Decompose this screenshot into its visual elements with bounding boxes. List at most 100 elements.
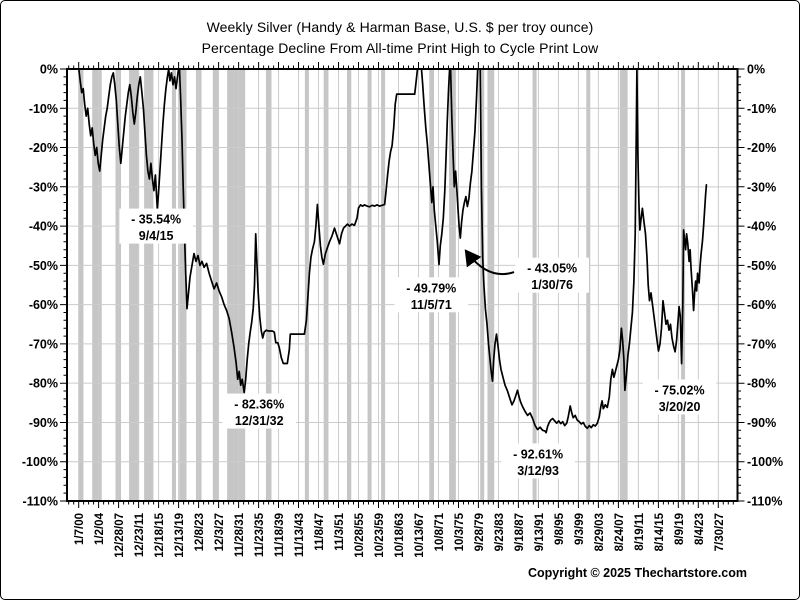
x-tick-label: 12/13/19 (174, 513, 186, 558)
x-tick-label: 10/28/55 (354, 512, 366, 557)
annotation-box (515, 257, 589, 293)
x-tick-label: 11/28/31 (234, 512, 246, 557)
y-tick-label-left: -100% (22, 455, 58, 469)
y-tick-label-left: -90% (29, 416, 58, 430)
annotation-date: 9/4/15 (139, 229, 174, 243)
annotation-box (501, 443, 575, 479)
annotation-date: 3/20/20 (659, 400, 701, 414)
x-tick-label: 10/23/59 (374, 513, 386, 558)
x-tick-label: 8/4/23 (694, 513, 706, 545)
y-tick-label-left: -20% (29, 141, 58, 155)
recession-band (619, 70, 628, 500)
y-tick-label-right: -100% (747, 455, 783, 469)
y-tick-label-right: -50% (747, 259, 776, 273)
x-tick-label: 10/18/63 (394, 513, 406, 558)
x-tick-label: 10/8/71 (434, 512, 446, 551)
y-tick-label-left: -110% (23, 495, 58, 509)
x-tick-label: 11/13/43 (294, 513, 306, 557)
chart-title-line2: Percentage Decline From All-time Print H… (201, 40, 599, 56)
recession-band (367, 70, 372, 500)
y-tick-label-right: -10% (747, 102, 776, 116)
annotation-value: - 82.36% (234, 398, 284, 412)
annotation-value: - 92.61% (513, 447, 563, 461)
recession-band (487, 70, 495, 500)
x-tick-label: 9/13/91 (534, 512, 546, 551)
annotation-date: 11/5/71 (411, 298, 452, 312)
x-tick-label: 12/3/27 (214, 513, 226, 551)
y-tick-label-left: -40% (29, 220, 58, 234)
x-tick-label: 9/18/87 (514, 513, 526, 551)
annotation-value: - 75.02% (655, 383, 705, 397)
annotation-box (222, 393, 297, 429)
y-tick-label-right: -90% (747, 416, 776, 430)
y-tick-label-left: -60% (29, 298, 58, 312)
recession-band (265, 70, 272, 500)
x-tick-label: 1/7/00 (74, 513, 86, 545)
y-tick-label-left: -80% (29, 377, 58, 391)
y-tick-label-left: -50% (29, 259, 58, 273)
annotation-box (394, 277, 469, 313)
x-tick-label: 12/28/07 (114, 513, 126, 558)
x-tick-label: 12/8/23 (194, 513, 206, 551)
annotation-box (119, 208, 193, 244)
y-tick-label-right: -20% (747, 141, 776, 155)
recession-band (171, 70, 176, 500)
x-tick-label: 11/23/35 (254, 512, 266, 557)
x-tick-label: 9/28/79 (474, 513, 486, 551)
recession-band (480, 70, 485, 500)
y-tick-label-left: -10% (29, 102, 58, 116)
recession-bands (78, 70, 686, 500)
annotation-date: 3/12/93 (517, 464, 559, 478)
series-line (78, 70, 708, 434)
x-tick-label: 9/3/99 (574, 513, 586, 545)
annotation-date: 1/30/76 (531, 278, 573, 292)
chart-title-line1: Weekly Silver (Handy & Harman Base, U.S.… (206, 19, 594, 35)
recession-band (129, 70, 140, 500)
copyright-text: Copyright © 2025 Thechartstore.com (528, 566, 747, 580)
y-tick-label-right: -70% (747, 337, 776, 351)
y-tick-label-right: -110% (747, 495, 782, 509)
x-tick-label: 11/3/51 (334, 512, 346, 550)
x-tick-label: 8/14/15 (654, 512, 666, 551)
annotation-box (642, 379, 717, 415)
x-tick-label: 8/24/07 (614, 513, 626, 551)
y-tick-label-left: -30% (29, 180, 58, 194)
y-axis-labels: 0% 0% -10% -10% -20% -20% -30% -30% -40% -40% -50%… (22, 63, 783, 509)
x-tick-label: 10/3/75 (454, 512, 466, 551)
series (78, 70, 708, 434)
y-tick-label-right: -60% (747, 298, 776, 312)
recession-band (144, 70, 154, 500)
x-tick-label: 7/30/27 (714, 513, 726, 551)
annotation-value: - 35.54% (131, 213, 181, 227)
x-tick-label: 12/18/15 (154, 512, 166, 557)
x-tick-label: 11/8/47 (314, 513, 326, 551)
y-tick-label-left: 0% (40, 63, 58, 77)
x-tick-label: 8/19/11 (634, 512, 646, 550)
y-tick-label-right: -30% (747, 180, 776, 194)
annotation-date: 12/31/32 (235, 414, 284, 428)
recession-band (227, 70, 246, 500)
annotation-value: - 43.05% (527, 262, 577, 276)
y-tick-label-right: 0% (747, 63, 765, 77)
plot-frame (66, 68, 739, 502)
axis-ticks (60, 62, 745, 508)
recession-band (78, 70, 84, 500)
annotation-arrow (464, 249, 515, 276)
x-tick-label: 9/23/83 (494, 513, 506, 551)
x-tick-label: 1/2/04 (94, 512, 106, 545)
annotation-value: - 49.79% (406, 281, 456, 295)
annotations: - 35.54% 9/4/15 - 82.36% 12/31/32 - 49.79% 11… (119, 208, 717, 479)
x-tick-label: 11/18/39 (274, 513, 286, 557)
recession-band (323, 70, 329, 500)
y-tick-label-left: -70% (29, 337, 58, 351)
recession-band (381, 70, 386, 500)
x-tick-label: 8/9/19 (674, 513, 686, 545)
y-tick-label-right: -80% (747, 377, 776, 391)
recession-band (347, 70, 352, 500)
x-axis-labels: 1/7/00 1/2/04 12/28/07 12/23/11 12/18/15 12/1… (74, 512, 726, 557)
recession-band (179, 70, 187, 500)
x-tick-label: 10/13/67 (414, 513, 426, 558)
x-tick-label: 12/23/11 (134, 512, 146, 557)
